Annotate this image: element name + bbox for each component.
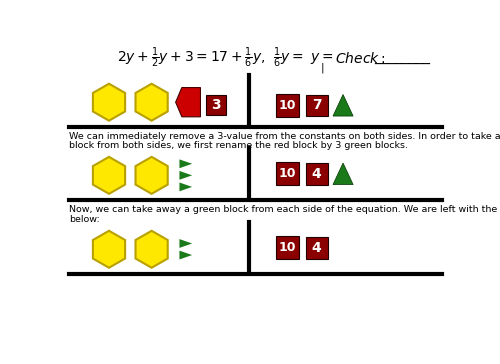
Text: block from both sides, we first rename the red block by 3 green blocks.: block from both sides, we first rename t… [68,141,407,150]
Polygon shape [176,88,201,117]
Text: 4: 4 [312,167,322,181]
Text: 7: 7 [312,98,322,112]
Polygon shape [93,157,125,194]
Text: 10: 10 [278,241,296,254]
Polygon shape [136,84,168,121]
Polygon shape [179,158,194,169]
Text: We can immediately remove a 3-value from the constants on both sides. In order t: We can immediately remove a 3-value from… [68,131,500,141]
Polygon shape [179,238,194,249]
Polygon shape [136,157,168,194]
Text: |: | [321,62,324,73]
Text: ________: ________ [374,51,430,65]
Polygon shape [179,182,194,192]
Polygon shape [179,170,194,181]
Text: 10: 10 [278,167,296,180]
Polygon shape [333,163,353,185]
Polygon shape [93,231,125,268]
Text: Now, we can take away a green block from each side of the equation. We are left : Now, we can take away a green block from… [68,206,500,214]
FancyBboxPatch shape [276,162,299,185]
Text: $\frac{1}{6}y=$: $\frac{1}{6}y=$ [274,46,304,71]
FancyBboxPatch shape [306,237,328,258]
Polygon shape [179,250,194,260]
FancyBboxPatch shape [206,95,226,115]
Text: $2y+\frac{1}{2}y+3 = 17+\frac{1}{6}y,$: $2y+\frac{1}{2}y+3 = 17+\frac{1}{6}y,$ [117,46,266,71]
Polygon shape [93,84,125,121]
Polygon shape [333,95,353,116]
Polygon shape [136,231,168,268]
FancyBboxPatch shape [306,95,328,116]
FancyBboxPatch shape [276,236,299,259]
Text: 10: 10 [278,99,296,112]
Text: below:: below: [68,215,100,224]
Text: $y=$: $y=$ [310,51,334,66]
FancyBboxPatch shape [306,163,328,185]
Text: 4: 4 [312,241,322,255]
FancyBboxPatch shape [276,94,299,117]
Text: 3: 3 [211,98,221,112]
Text: $\mathit{Check:}$: $\mathit{Check:}$ [336,51,386,66]
